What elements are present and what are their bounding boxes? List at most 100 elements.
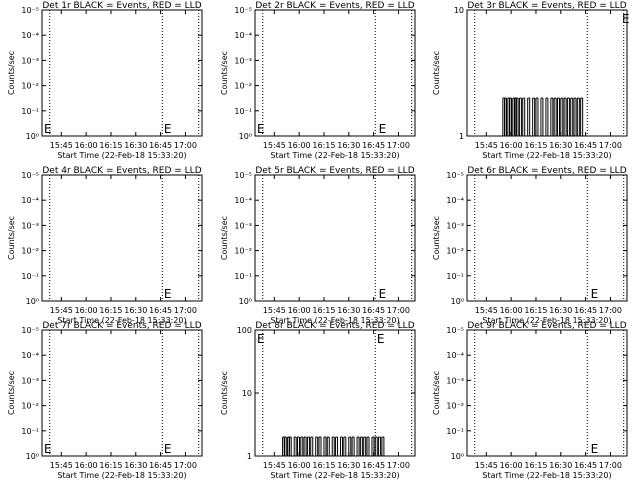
x-tick-label: 16:30 bbox=[549, 306, 572, 315]
x-tick-label: 16:00 bbox=[500, 461, 523, 470]
y-tick-label: 10⁰ bbox=[239, 297, 252, 306]
y-tick-label: 10⁻⁵ bbox=[21, 326, 39, 335]
y-tick-label: 10⁻² bbox=[234, 247, 252, 256]
x-tick-label: 16:15 bbox=[99, 461, 122, 470]
panel-title: Det 9r BLACK = Events, RED = LLD bbox=[467, 321, 626, 331]
y-axis-label: Counts/sec bbox=[432, 51, 441, 95]
y-tick-label: 10⁻² bbox=[234, 82, 252, 91]
x-tick-label: 17:00 bbox=[387, 461, 410, 470]
y-tick-label: 10⁻⁴ bbox=[234, 196, 252, 205]
x-tick-label: 17:00 bbox=[599, 461, 622, 470]
y-axis-label: Counts/sec bbox=[220, 216, 229, 260]
panel-title: Det 3r BLACK = Events, RED = LLD bbox=[467, 1, 626, 11]
x-tick-label: 16:45 bbox=[149, 461, 172, 470]
y-tick-label: 10⁻⁵ bbox=[234, 171, 252, 180]
x-tick-label: 16:00 bbox=[500, 306, 523, 315]
x-tick-label: 16:00 bbox=[75, 461, 98, 470]
x-tick-label: 16:15 bbox=[312, 306, 335, 315]
y-tick-label: 10⁻³ bbox=[21, 376, 39, 385]
y-tick-label: 10⁻² bbox=[446, 247, 464, 256]
panel-title: Det 7r BLACK = Events, RED = LLD bbox=[42, 321, 201, 331]
y-tick-label: 10 bbox=[242, 389, 252, 398]
x-tick-label: 16:15 bbox=[99, 141, 122, 150]
y-axis-label: Counts/sec bbox=[220, 51, 229, 95]
x-axis-label: Start Time (22-Feb-18 15:33:20) bbox=[57, 316, 186, 325]
y-tick-label: 10⁻¹ bbox=[21, 427, 39, 436]
x-tick-label: 15:45 bbox=[475, 141, 498, 150]
y-tick-label: 10⁻³ bbox=[446, 221, 464, 230]
y-tick-label: 10⁻⁴ bbox=[446, 196, 464, 205]
x-tick-label: 16:00 bbox=[500, 141, 523, 150]
event-marker: E bbox=[164, 287, 172, 301]
x-tick-label: 15:45 bbox=[263, 141, 286, 150]
x-axis-label: Start Time (22-Feb-18 15:33:20) bbox=[57, 471, 186, 480]
x-tick-label: 15:45 bbox=[50, 461, 73, 470]
plot-frame bbox=[466, 9, 628, 137]
plot-frame bbox=[254, 9, 416, 137]
x-tick-label: 15:45 bbox=[475, 306, 498, 315]
x-tick-label: 16:15 bbox=[524, 141, 547, 150]
y-tick-label: 10⁰ bbox=[26, 452, 39, 461]
y-tick-label: 10⁻² bbox=[21, 82, 39, 91]
y-tick-label: 10⁻² bbox=[446, 402, 464, 411]
x-tick-label: 15:45 bbox=[263, 306, 286, 315]
x-tick-label: 17:00 bbox=[174, 306, 197, 315]
event-marker: E bbox=[379, 287, 387, 301]
y-tick-label: 10⁻³ bbox=[21, 56, 39, 65]
x-tick-label: 17:00 bbox=[599, 141, 622, 150]
x-axis-label: Start Time (22-Feb-18 15:33:20) bbox=[482, 151, 611, 160]
y-tick-label: 1 bbox=[459, 132, 464, 141]
panel-title: Det 2r BLACK = Events, RED = LLD bbox=[255, 1, 414, 11]
x-tick-label: 16:45 bbox=[574, 141, 597, 150]
x-tick-label: 16:30 bbox=[124, 306, 147, 315]
plot-frame bbox=[254, 174, 416, 302]
x-tick-label: 16:30 bbox=[124, 141, 147, 150]
y-tick-label: 10⁻⁵ bbox=[446, 326, 464, 335]
y-tick-label: 10⁻⁵ bbox=[21, 6, 39, 15]
y-axis-label: Counts/sec bbox=[7, 51, 16, 95]
event-marker: E bbox=[44, 442, 52, 456]
detector-panel-4: Det 4r BLACK = Events, RED = LLD 15:45 16:… bbox=[7, 166, 203, 325]
x-axis-label: Start Time (22-Feb-18 15:33:20) bbox=[482, 316, 611, 325]
x-tick-label: 16:45 bbox=[574, 306, 597, 315]
x-tick-label: 15:45 bbox=[50, 306, 73, 315]
x-tick-label: 17:00 bbox=[174, 141, 197, 150]
x-tick-label: 16:45 bbox=[362, 306, 385, 315]
plot-frame bbox=[41, 174, 203, 302]
y-tick-label: 10⁻¹ bbox=[21, 272, 39, 281]
x-tick-label: 16:15 bbox=[524, 306, 547, 315]
panel-title: Det 4r BLACK = Events, RED = LLD bbox=[42, 166, 201, 176]
x-tick-label: 16:45 bbox=[149, 306, 172, 315]
detector-panel-2: Det 2r BLACK = Events, RED = LLD 15:45 16:… bbox=[220, 1, 416, 160]
x-axis-label: Start Time (22-Feb-18 15:33:20) bbox=[482, 471, 611, 480]
y-tick-label: 10⁰ bbox=[26, 132, 39, 141]
x-tick-label: 15:45 bbox=[50, 141, 73, 150]
x-axis-label: Start Time (22-Feb-18 15:33:20) bbox=[270, 316, 399, 325]
x-tick-label: 16:30 bbox=[549, 461, 572, 470]
y-tick-label: 10⁻⁵ bbox=[21, 171, 39, 180]
panel-title: Det 1r BLACK = Events, RED = LLD bbox=[42, 1, 201, 11]
x-tick-label: 16:15 bbox=[312, 141, 335, 150]
x-tick-label: 16:15 bbox=[312, 461, 335, 470]
y-tick-label: 10⁻¹ bbox=[234, 107, 252, 116]
y-tick-label: 10 bbox=[454, 6, 464, 15]
event-marker: E bbox=[591, 442, 599, 456]
event-marker: E bbox=[164, 442, 172, 456]
y-axis-label: Counts/sec bbox=[220, 371, 229, 415]
x-tick-label: 16:45 bbox=[362, 141, 385, 150]
x-tick-label: 16:30 bbox=[337, 461, 360, 470]
x-tick-label: 17:00 bbox=[387, 306, 410, 315]
x-tick-label: 16:00 bbox=[75, 141, 98, 150]
y-tick-label: 10⁰ bbox=[451, 297, 464, 306]
y-tick-label: 10⁻³ bbox=[234, 221, 252, 230]
y-tick-label: 10⁻² bbox=[21, 247, 39, 256]
y-tick-label: 10⁻⁴ bbox=[446, 351, 464, 360]
